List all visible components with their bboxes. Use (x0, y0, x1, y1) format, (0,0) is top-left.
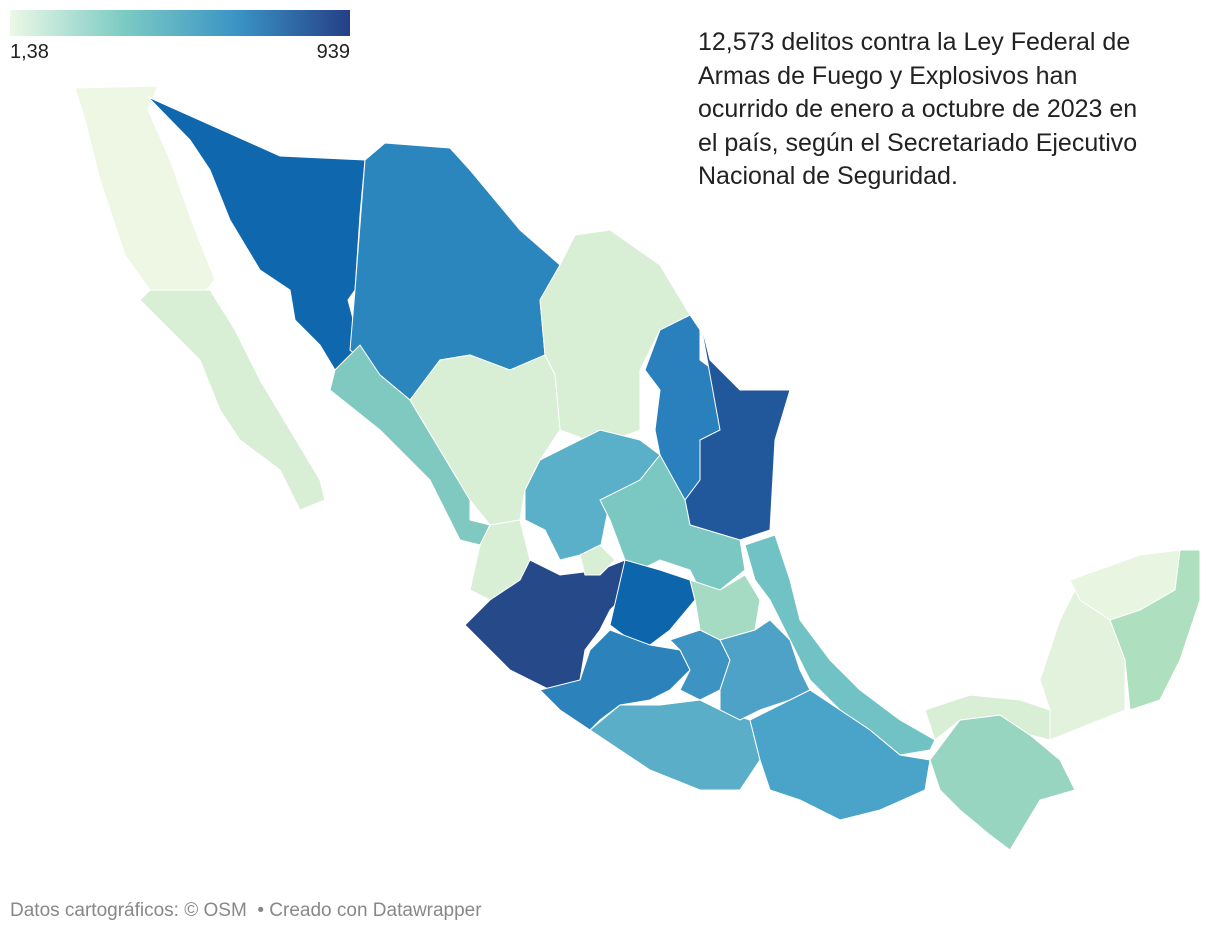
state (609, 559, 696, 646)
state (669, 629, 731, 701)
state (1109, 549, 1201, 711)
legend-max: 939 (317, 41, 350, 63)
state (329, 344, 491, 546)
legend-gradient (10, 10, 350, 36)
states (74, 85, 1201, 851)
state (139, 289, 326, 511)
state (744, 534, 936, 756)
state (409, 354, 561, 526)
source: Datos cartográficos: © OSM (10, 900, 247, 921)
state (524, 429, 661, 561)
footer: Datos cartográficos: © OSM • Creado con … (10, 900, 482, 921)
state (74, 85, 216, 293)
state (749, 689, 931, 821)
description: 12,573 delitos contra la Ley Federal de … (698, 28, 1138, 190)
state (924, 694, 1051, 741)
legend-min: 1,38 (10, 41, 49, 63)
state (579, 544, 616, 576)
credit: Creado con Datawrapper (269, 900, 482, 921)
